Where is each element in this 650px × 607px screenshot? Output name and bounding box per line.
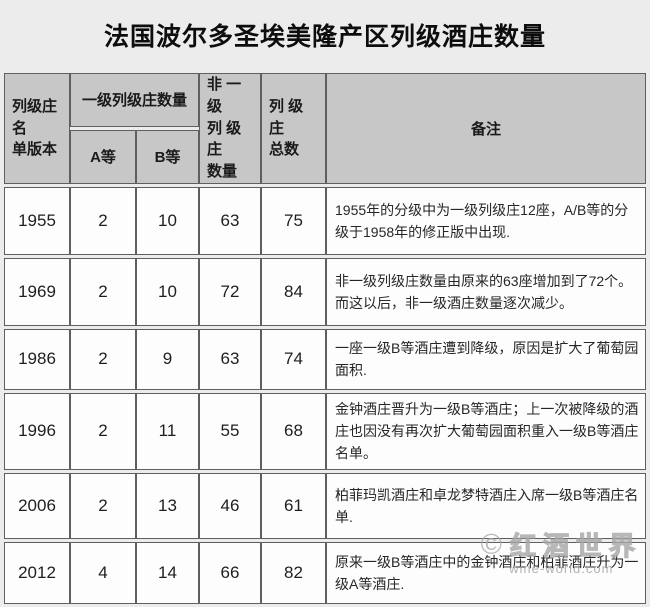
total-cell: 75 [261,186,327,255]
year-cell: 1996 [4,392,70,470]
year-cell: 1969 [4,257,70,326]
header-first-growth-group: 一级列级庄数量 [70,73,200,127]
non-first-cell: 55 [199,392,262,470]
year-cell: 1986 [4,328,70,390]
grade-b-cell: 10 [136,186,200,255]
grade-a-cell: 2 [70,472,136,539]
remark-cell: 1955年的分级中为一级列级庄12座，A/B等的分级于1958年的修正版中出现. [326,186,646,255]
table-row: 1955 2 10 63 75 1955年的分级中为一级列级庄12座，A/B等的… [4,186,646,255]
grade-a-cell: 2 [70,392,136,470]
table-row: 2012 4 14 66 82 原来一级B等酒庄中的金钟酒庄和柏菲酒庄升为一级A… [4,541,646,604]
header-grade-b: B等 [136,129,200,184]
header-remark: 备注 [326,73,646,184]
table-row: 2006 2 13 46 61 柏菲玛凯酒庄和卓龙梦特酒庄入席一级B等酒庄名单. [4,472,646,539]
grade-a-cell: 2 [70,328,136,390]
grade-a-cell: 2 [70,257,136,326]
classification-table: 列级庄名 单版本 一级列级庄数量 非 一 级 列 级 庄 数量 列 级 庄 总数… [4,70,646,607]
year-cell: 2006 [4,472,70,539]
remark-cell: 一座一级B等酒庄遭到降级，原因是扩大了葡萄园面积. [326,328,646,390]
total-cell: 61 [261,472,327,539]
year-cell: 1955 [4,186,70,255]
total-cell: 74 [261,328,327,390]
grade-b-cell: 14 [136,541,200,604]
header-non-first: 非 一 级 列 级 庄 数量 [199,73,262,184]
grade-b-cell: 10 [136,257,200,326]
non-first-cell: 66 [199,541,262,604]
table-header: 列级庄名 单版本 一级列级庄数量 非 一 级 列 级 庄 数量 列 级 庄 总数… [4,73,646,184]
non-first-cell: 63 [199,328,262,390]
total-cell: 82 [261,541,327,604]
non-first-cell: 72 [199,257,262,326]
grade-b-cell: 9 [136,328,200,390]
header-grade-a: A等 [70,129,136,184]
remark-cell: 金钟酒庄晋升为一级B等酒庄；上一次被降级的酒庄也因没有再次扩大葡萄园面积重入一级… [326,392,646,470]
table-row: 1996 2 11 55 68 金钟酒庄晋升为一级B等酒庄；上一次被降级的酒庄也… [4,392,646,470]
year-cell: 2012 [4,541,70,604]
page-title: 法国波尔多圣埃美隆产区列级酒庄数量 [103,23,546,51]
infographic-page: { "title": "法国波尔多圣埃美隆产区列级酒庄数量", "headers… [4,23,646,604]
remark-cell: 非一级列级庄数量由原来的63座增加到了72个。而这以后，非一级酒庄数量逐次减少。 [326,257,646,326]
table-row: 1969 2 10 72 84 非一级列级庄数量由原来的63座增加到了72个。而… [4,257,646,326]
non-first-cell: 63 [199,186,262,255]
remark-cell: 原来一级B等酒庄中的金钟酒庄和柏菲酒庄升为一级A等酒庄. [326,541,646,604]
header-version: 列级庄名 单版本 [4,73,70,184]
non-first-cell: 46 [199,472,262,539]
header-total: 列 级 庄 总数 [261,73,327,184]
total-cell: 68 [261,392,327,470]
remark-cell: 柏菲玛凯酒庄和卓龙梦特酒庄入席一级B等酒庄名单. [326,472,646,539]
grade-b-cell: 13 [136,472,200,539]
total-cell: 84 [261,257,327,326]
grade-b-cell: 11 [136,392,200,470]
table-row: 1986 2 9 63 74 一座一级B等酒庄遭到降级，原因是扩大了葡萄园面积. [4,328,646,390]
grade-a-cell: 4 [70,541,136,604]
grade-a-cell: 2 [70,186,136,255]
